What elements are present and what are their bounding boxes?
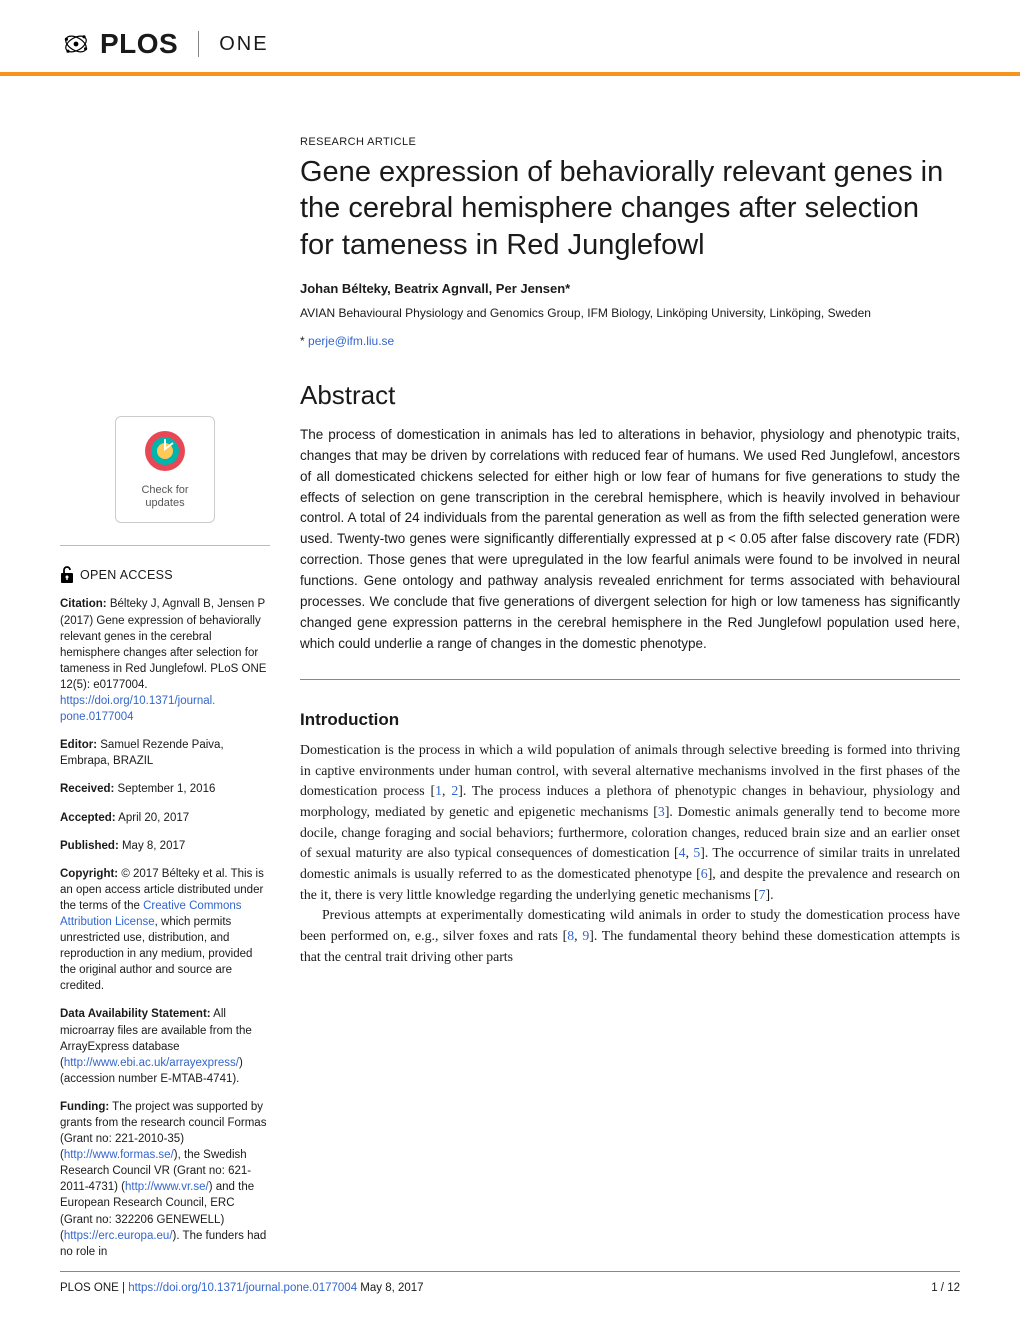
plos-orbit-icon xyxy=(60,28,92,60)
corresponding-author: * perje@ifm.liu.se xyxy=(300,334,960,348)
data-availability-block: Data Availability Statement: All microar… xyxy=(60,1006,270,1086)
journal-name: ONE xyxy=(219,33,268,56)
ref-1[interactable]: 1 xyxy=(435,783,442,798)
check-updates-text: Check for updates xyxy=(128,484,202,510)
check-updates-badge[interactable]: Check for updates xyxy=(115,416,215,523)
plos-text: PLOS xyxy=(100,28,178,60)
arrayexpress-link[interactable]: http://www.ebi.ac.uk/arrayexpress/ xyxy=(64,1057,239,1069)
sidebar-divider xyxy=(60,545,270,546)
received-block: Received: September 1, 2016 xyxy=(60,781,270,797)
funding-block: Funding: The project was supported by gr… xyxy=(60,1099,270,1260)
accepted-block: Accepted: April 20, 2017 xyxy=(60,810,270,826)
formas-link[interactable]: http://www.formas.se/ xyxy=(64,1149,174,1161)
footer-left: PLOS ONE | https://doi.org/10.1371/journ… xyxy=(60,1282,424,1294)
doi-link[interactable]: https://doi.org/10.1371/journal. xyxy=(60,695,215,707)
citation-block: Citation: Bélteky J, Agnvall B, Jensen P… xyxy=(60,596,270,725)
sidebar: Check for updates OPEN ACCESS Citation: … xyxy=(60,136,270,1272)
open-access-label: OPEN ACCESS xyxy=(80,567,173,585)
corresponding-email[interactable]: perje@ifm.liu.se xyxy=(308,334,394,348)
affiliation: AVIAN Behavioural Physiology and Genomic… xyxy=(300,306,960,320)
main-content: Check for updates OPEN ACCESS Citation: … xyxy=(0,76,1020,1272)
journal-header: PLOS ONE xyxy=(0,0,1020,76)
article-title: Gene expression of behaviorally relevant… xyxy=(300,154,960,263)
open-lock-icon xyxy=(60,566,74,584)
abstract-text: The process of domestication in animals … xyxy=(300,425,960,655)
article-body: RESEARCH ARTICLE Gene expression of beha… xyxy=(300,136,960,1272)
article-type: RESEARCH ARTICLE xyxy=(300,136,960,148)
ref-7[interactable]: 7 xyxy=(759,887,766,902)
header-divider xyxy=(198,31,199,57)
page-footer: PLOS ONE | https://doi.org/10.1371/journ… xyxy=(60,1271,960,1294)
published-block: Published: May 8, 2017 xyxy=(60,838,270,854)
open-access-badge: OPEN ACCESS xyxy=(60,566,270,584)
plos-logo: PLOS ONE xyxy=(60,28,269,60)
ref-3[interactable]: 3 xyxy=(658,804,665,819)
authors: Johan Bélteky, Beatrix Agnvall, Per Jens… xyxy=(300,281,960,296)
page-number: 1 / 12 xyxy=(931,1282,960,1294)
footer-doi-link[interactable]: https://doi.org/10.1371/journal.pone.017… xyxy=(128,1282,357,1294)
doi-link-2[interactable]: pone.0177004 xyxy=(60,711,134,723)
copyright-block: Copyright: © 2017 Bélteky et al. This is… xyxy=(60,866,270,995)
ref-8[interactable]: 8 xyxy=(567,928,574,943)
section-divider xyxy=(300,679,960,680)
introduction-text: Domestication is the process in which a … xyxy=(300,740,960,968)
ref-4[interactable]: 4 xyxy=(679,845,686,860)
erc-link[interactable]: https://erc.europa.eu/ xyxy=(64,1230,173,1242)
abstract-heading: Abstract xyxy=(300,380,960,411)
vr-link[interactable]: http://www.vr.se/ xyxy=(125,1181,209,1193)
editor-block: Editor: Samuel Rezende Paiva, Embrapa, B… xyxy=(60,737,270,769)
introduction-heading: Introduction xyxy=(300,710,960,730)
crossmark-icon xyxy=(143,429,187,473)
ref-6[interactable]: 6 xyxy=(701,866,708,881)
